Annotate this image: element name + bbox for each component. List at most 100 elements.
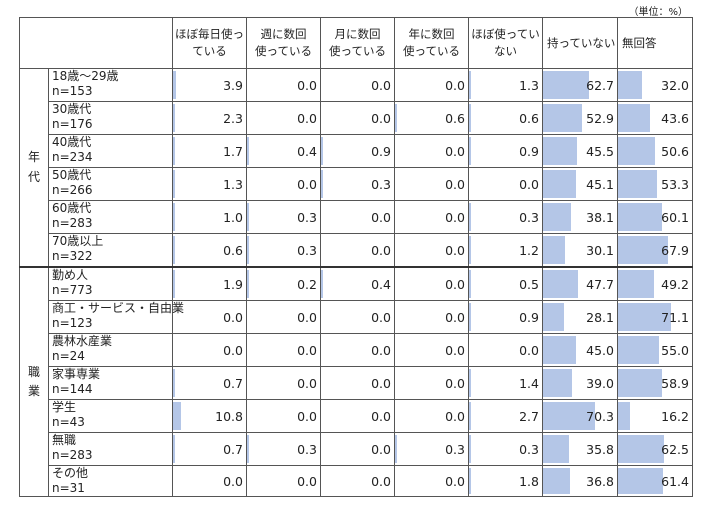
data-bar bbox=[618, 369, 662, 397]
table-row: 家事専業 n=144 0.7 0.0 0.0 0.0 1.4 39.0 58.9 bbox=[20, 366, 693, 400]
data-value: 16.2 bbox=[661, 408, 689, 424]
data-cell: 0.0 bbox=[394, 167, 469, 201]
data-bar bbox=[618, 170, 658, 198]
data-value: 0.0 bbox=[297, 309, 317, 325]
data-cell: 1.3 bbox=[468, 68, 543, 102]
column-header-line: ほぼ使ってい bbox=[471, 27, 540, 42]
data-value: 36.8 bbox=[586, 473, 614, 489]
data-cell: 0.0 bbox=[172, 465, 247, 497]
group-label-char: 年 bbox=[27, 150, 40, 165]
data-value: 0.0 bbox=[371, 209, 391, 225]
table-row: 年代 18歳～29歳 n=153 3.9 0.0 0.0 0.0 1.3 62.7 32.0 bbox=[19, 68, 693, 268]
data-cell: 0.0 bbox=[246, 366, 321, 400]
row-label: 70歳以上 n=322 bbox=[48, 233, 173, 268]
row-label: 家事専業 n=144 bbox=[48, 366, 173, 400]
data-cell: 0.0 bbox=[468, 333, 543, 367]
data-cell: 0.6 bbox=[468, 101, 543, 135]
data-value: 45.1 bbox=[586, 176, 614, 192]
row-sample-size: n=234 bbox=[52, 150, 93, 164]
data-cell: 0.4 bbox=[246, 134, 321, 168]
data-cell: 45.5 bbox=[542, 134, 618, 168]
data-bar bbox=[618, 435, 665, 463]
data-cell: 55.0 bbox=[617, 333, 693, 367]
data-value: 50.6 bbox=[661, 143, 689, 159]
data-bar bbox=[469, 137, 471, 165]
data-cell: 0.0 bbox=[394, 399, 469, 433]
data-cell: 0.0 bbox=[172, 300, 247, 334]
row-label-text: 農林水産業 bbox=[52, 334, 113, 348]
data-cell: 0.0 bbox=[172, 333, 247, 367]
column-header-line: 持っていない bbox=[547, 35, 616, 50]
data-bar bbox=[247, 435, 249, 463]
data-cell: 52.9 bbox=[542, 101, 618, 135]
header-corner bbox=[19, 17, 49, 69]
column-header: ほぼ使ってい ない bbox=[468, 17, 543, 69]
table-row: 学生 n=43 10.8 0.0 0.0 0.0 2.7 70.3 16.2 bbox=[20, 399, 693, 433]
data-cell: 0.0 bbox=[394, 134, 469, 168]
data-value: 55.0 bbox=[661, 342, 689, 358]
data-value: 0.0 bbox=[223, 473, 243, 489]
data-value: 0.3 bbox=[297, 209, 317, 225]
data-value: 0.0 bbox=[223, 342, 243, 358]
data-value: 0.0 bbox=[445, 473, 465, 489]
data-cell: 0.0 bbox=[246, 167, 321, 201]
table-row: 70歳以上 n=322 0.6 0.3 0.0 0.0 1.2 30.1 67.9 bbox=[20, 233, 693, 268]
data-bar bbox=[469, 468, 471, 494]
data-cell: 0.7 bbox=[172, 366, 247, 400]
data-cell: 0.0 bbox=[394, 465, 469, 497]
data-cell: 30.1 bbox=[542, 233, 618, 268]
row-label: 18歳～29歳 n=153 bbox=[48, 68, 173, 102]
data-bar bbox=[173, 402, 181, 430]
column-header-line: ている bbox=[192, 44, 227, 58]
table-row: 40歳代 n=234 1.7 0.4 0.9 0.0 0.9 45.5 50.6 bbox=[20, 134, 693, 168]
data-value: 0.0 bbox=[445, 309, 465, 325]
column-header: 週に数回 使っている bbox=[246, 17, 321, 69]
row-label-text: 60歳代 bbox=[52, 201, 92, 215]
column-header-line: 週に数回 bbox=[260, 27, 307, 42]
data-cell: 1.8 bbox=[468, 465, 543, 497]
row-label-text: 30歳代 bbox=[52, 102, 92, 116]
row-label-text: 勤め人 bbox=[52, 268, 89, 282]
data-cell: 0.0 bbox=[320, 300, 395, 334]
data-value: 0.0 bbox=[297, 408, 317, 424]
data-cell: 2.7 bbox=[468, 399, 543, 433]
data-cell: 0.0 bbox=[246, 333, 321, 367]
data-value: 0.0 bbox=[297, 110, 317, 126]
data-cell: 1.2 bbox=[468, 233, 543, 268]
data-value: 0.7 bbox=[223, 375, 243, 391]
data-cell: 0.5 bbox=[468, 266, 543, 301]
data-value: 0.2 bbox=[297, 276, 317, 292]
data-value: 0.5 bbox=[519, 276, 539, 292]
row-label: 勤め人 n=773 bbox=[48, 266, 173, 301]
data-cell: 0.3 bbox=[468, 200, 543, 234]
data-cell: 67.9 bbox=[617, 233, 693, 268]
data-bar bbox=[618, 236, 669, 264]
group-label: 年代 bbox=[19, 68, 49, 268]
data-bar bbox=[618, 71, 642, 99]
data-value: 0.9 bbox=[371, 143, 391, 159]
column-header-line: 使っている bbox=[329, 44, 386, 58]
data-value: 0.0 bbox=[371, 375, 391, 391]
column-header: 月に数回 使っている bbox=[320, 17, 395, 69]
data-bar bbox=[173, 170, 175, 198]
data-cell: 0.0 bbox=[320, 399, 395, 433]
row-label-text: 無職 bbox=[52, 433, 77, 447]
data-bar bbox=[618, 468, 664, 494]
data-value: 10.8 bbox=[215, 408, 243, 424]
group-label-char: 業 bbox=[27, 384, 40, 398]
data-bar bbox=[173, 104, 175, 132]
data-value: 35.8 bbox=[586, 441, 614, 457]
data-cell: 0.0 bbox=[320, 366, 395, 400]
row-label-text: 50歳代 bbox=[52, 168, 92, 182]
data-cell: 47.7 bbox=[542, 266, 618, 301]
data-value: 39.0 bbox=[586, 375, 614, 391]
data-value: 32.0 bbox=[661, 77, 689, 93]
data-value: 0.0 bbox=[445, 342, 465, 358]
data-value: 45.5 bbox=[586, 143, 614, 159]
data-value: 1.4 bbox=[519, 375, 539, 391]
data-cell: 35.8 bbox=[542, 432, 618, 466]
table-row: 60歳代 n=283 1.0 0.3 0.0 0.0 0.3 38.1 60.1 bbox=[20, 200, 693, 234]
group-label: 職業 bbox=[19, 266, 49, 497]
row-sample-size: n=31 bbox=[52, 481, 85, 495]
row-label: 50歳代 n=266 bbox=[48, 167, 173, 201]
